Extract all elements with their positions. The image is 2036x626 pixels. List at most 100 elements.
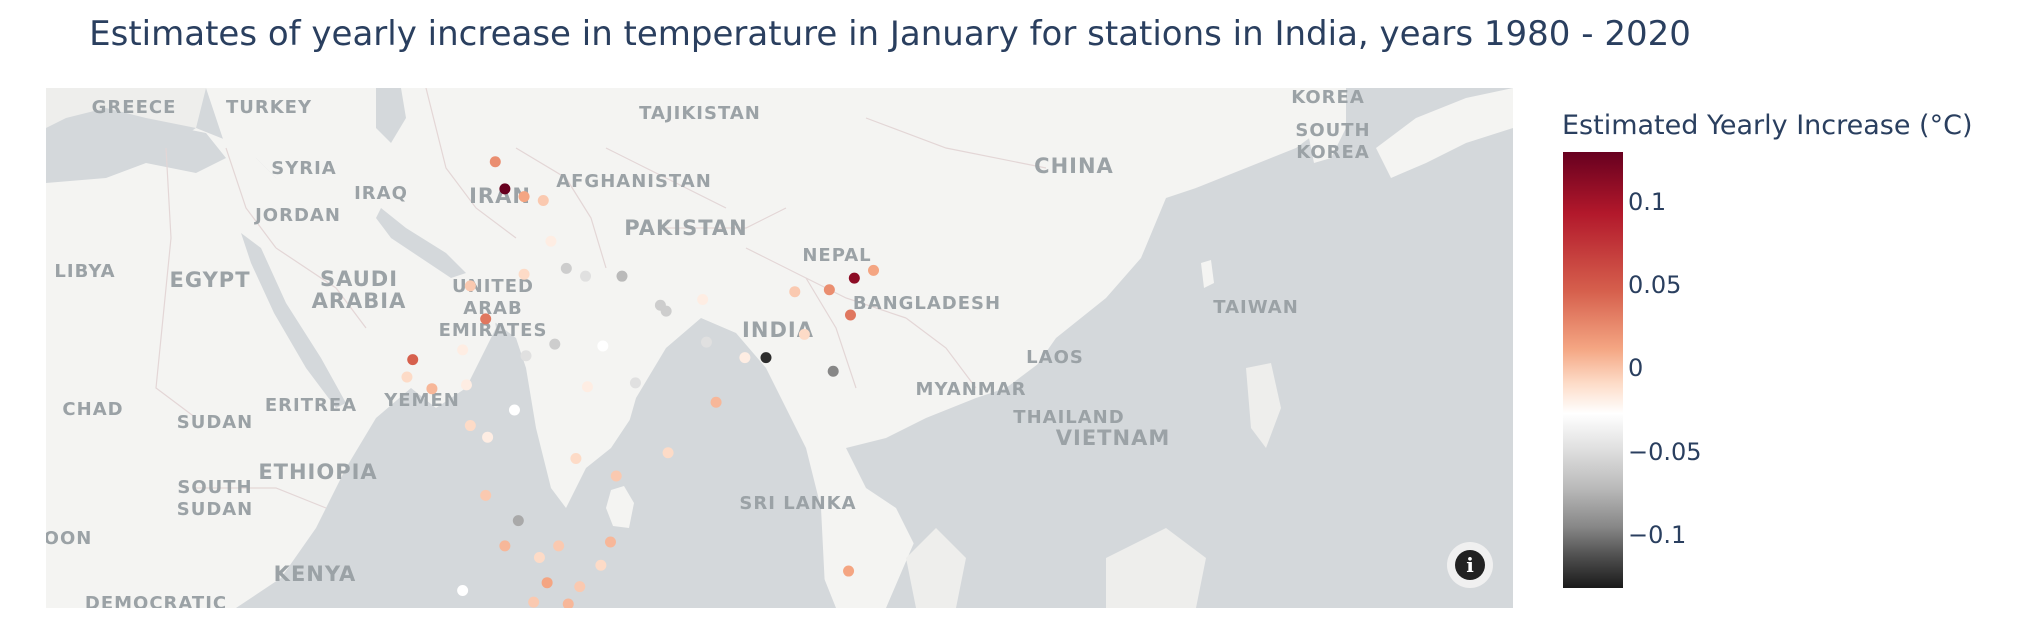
station-marker[interactable] <box>553 540 565 552</box>
label-libya: LIBYA <box>54 261 116 282</box>
station-marker[interactable] <box>407 354 419 366</box>
station-marker[interactable] <box>457 584 469 596</box>
label-turkey: TURKEY <box>225 97 313 118</box>
label-greece: GREECE <box>91 97 177 118</box>
label-south-sudan: SOUTH SUDAN <box>176 477 254 520</box>
label-china: CHINA <box>1034 154 1114 178</box>
colorbar-tick: 0 <box>1628 354 1644 383</box>
station-marker[interactable] <box>482 431 494 443</box>
label-bangladesh: BANGLADESH <box>852 293 1002 314</box>
label-pakistan: PAKISTAN <box>624 216 748 240</box>
station-marker[interactable] <box>844 309 856 321</box>
station-marker[interactable] <box>604 536 616 548</box>
land-sri-lanka <box>606 486 634 528</box>
station-marker[interactable] <box>480 489 492 501</box>
station-marker[interactable] <box>662 447 674 459</box>
station-marker[interactable] <box>697 293 709 305</box>
south-china-sea <box>846 298 1513 608</box>
station-marker[interactable] <box>823 284 835 296</box>
label-india: INDIA <box>742 318 814 342</box>
station-marker[interactable] <box>512 515 524 527</box>
persian-gulf <box>376 208 466 278</box>
station-marker[interactable] <box>616 270 628 282</box>
label-tajikistan: TAJIKISTAN <box>639 103 761 124</box>
bay-of-bengal <box>566 318 826 608</box>
station-marker[interactable] <box>595 559 607 571</box>
station-marker[interactable] <box>541 577 553 589</box>
station-marker[interactable] <box>520 350 532 362</box>
label-afghanistan: AFGHANISTAN <box>556 171 712 192</box>
station-marker[interactable] <box>570 453 582 465</box>
station-marker[interactable] <box>789 286 801 298</box>
station-marker[interactable] <box>464 420 476 432</box>
station-marker[interactable] <box>700 336 712 348</box>
label-south-korea: SOUTH KOREA <box>1295 120 1371 163</box>
label-iran: IRAN <box>469 184 531 208</box>
station-marker[interactable] <box>533 551 545 563</box>
page-title: Estimates of yearly increase in temperat… <box>89 14 1691 54</box>
label-jordan: JORDAN <box>255 205 341 226</box>
station-marker[interactable] <box>848 272 860 284</box>
label-laos: LAOS <box>1026 347 1084 368</box>
station-marker[interactable] <box>597 340 609 352</box>
east-china-sea <box>1156 108 1513 388</box>
colorbar-tick: 0.1 <box>1628 187 1667 216</box>
station-marker[interactable] <box>464 280 476 292</box>
station-marker[interactable] <box>827 365 839 377</box>
station-marker[interactable] <box>518 191 530 203</box>
label-chad: CHAD <box>62 399 124 420</box>
station-marker[interactable] <box>528 596 540 608</box>
station-marker[interactable] <box>401 371 413 383</box>
label-taiwan: TAIWAN <box>1213 297 1299 318</box>
station-marker[interactable] <box>489 156 501 168</box>
land-borneo <box>1106 528 1206 608</box>
station-marker[interactable] <box>549 338 561 350</box>
station-marker[interactable] <box>508 404 520 416</box>
station-marker[interactable] <box>537 195 549 207</box>
station-marker[interactable] <box>480 313 492 325</box>
station-marker[interactable] <box>629 377 641 389</box>
station-marker[interactable] <box>760 352 772 364</box>
label-nepal: NEPAL <box>802 245 872 266</box>
colorbar-tick: 0.05 <box>1628 271 1682 300</box>
station-marker[interactable] <box>843 565 855 577</box>
station-marker[interactable] <box>499 540 511 552</box>
station-marker[interactable] <box>426 383 438 395</box>
borders <box>155 88 1047 509</box>
station-marker[interactable] <box>562 598 574 608</box>
station-marker[interactable] <box>574 581 586 593</box>
map-canvas[interactable]: GREECE TURKEY TAJIKISTAN KOREA SOUTH KOR… <box>46 88 1513 608</box>
label-sudan: SUDAN <box>176 412 254 433</box>
station-marker[interactable] <box>610 470 622 482</box>
label-ethiopia: ETHIOPIA <box>258 460 378 484</box>
label-thailand: THAILAND <box>1013 407 1125 428</box>
station-marker[interactable] <box>710 396 722 408</box>
label-yemen: YEMEN <box>384 390 460 411</box>
land-philippines <box>1246 363 1281 448</box>
station-marker[interactable] <box>660 305 672 317</box>
station-marker[interactable] <box>580 270 592 282</box>
station-marker[interactable] <box>739 352 751 364</box>
station-marker[interactable] <box>457 344 469 356</box>
colorbar-tick: −0.05 <box>1628 437 1702 466</box>
station-marker[interactable] <box>499 183 511 195</box>
land-asia <box>206 88 1346 608</box>
colorbar-tick: −0.1 <box>1628 520 1687 549</box>
station-marker[interactable] <box>868 264 880 276</box>
station-marker[interactable] <box>581 381 593 393</box>
label-myanmar: MYANMAR <box>915 379 1027 400</box>
station-marker[interactable] <box>798 328 810 340</box>
label-syria: SYRIA <box>271 158 337 179</box>
land-europe <box>46 88 206 128</box>
label-korea: KOREA <box>1291 88 1365 108</box>
station-marker[interactable] <box>545 235 557 247</box>
label-drc: DEMOCRATIC <box>84 593 228 608</box>
station-marker[interactable] <box>460 379 472 391</box>
colorbar-title: Estimated Yearly Increase (°C) <box>1562 110 1973 141</box>
mediterranean <box>46 113 226 183</box>
label-cameroon: OON <box>46 528 93 549</box>
land-sumatra <box>906 528 966 608</box>
station-marker[interactable] <box>518 268 530 280</box>
info-button[interactable]: i <box>1447 542 1493 588</box>
station-marker[interactable] <box>560 262 572 274</box>
